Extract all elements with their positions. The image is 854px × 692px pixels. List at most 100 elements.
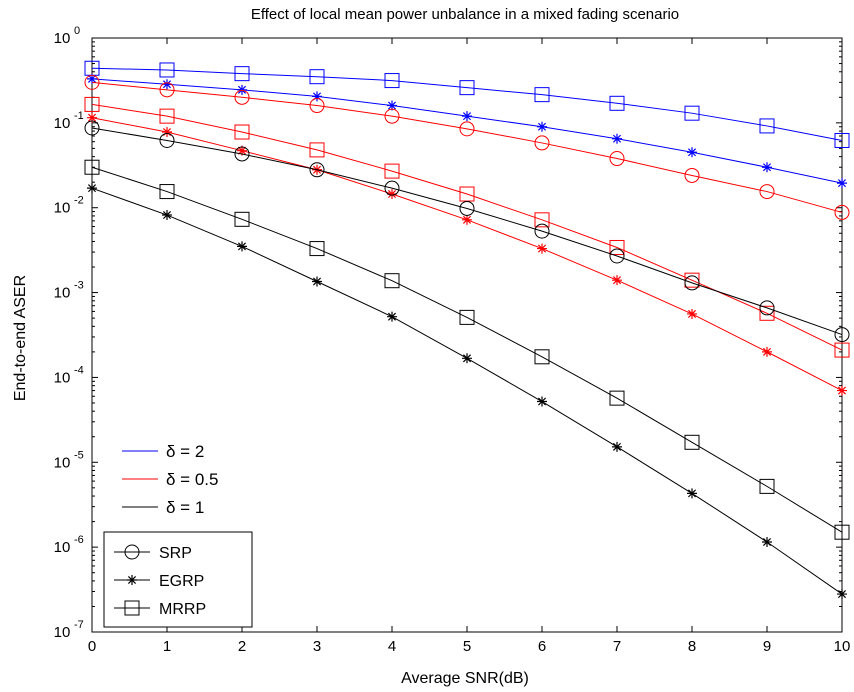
- series-star: [87, 183, 847, 600]
- x-tick-label: 10: [834, 638, 851, 655]
- data-point-square: [759, 305, 775, 321]
- data-point-square: [159, 62, 175, 78]
- marker-legend: SRP EGRP MRRP: [103, 531, 253, 628]
- x-tick-label: 5: [463, 638, 471, 655]
- data-point-star: [612, 441, 622, 452]
- y-tick-label: 10: [54, 454, 71, 471]
- series-circle: [84, 74, 850, 220]
- data-point-circle: [84, 120, 100, 136]
- color-legend: δ = 2 δ = 0.5 δ = 1: [122, 442, 218, 517]
- data-point-star: [762, 536, 772, 547]
- data-point-square: [309, 69, 325, 85]
- x-tick-label: 8: [688, 638, 696, 655]
- legend-label: SRP: [159, 545, 192, 562]
- data-point-circle: [759, 184, 775, 200]
- data-point-star: [312, 276, 322, 287]
- y-tick-label: 10: [54, 200, 71, 217]
- data-point-star: [387, 311, 397, 322]
- data-point-square: [124, 600, 140, 616]
- data-point-square: [84, 159, 100, 175]
- data-point-square: [384, 163, 400, 179]
- data-point-circle: [459, 200, 475, 216]
- y-tick-label: 10: [54, 539, 71, 556]
- data-point-circle: [234, 146, 250, 162]
- data-point-star: [837, 178, 847, 189]
- data-point-star: [237, 241, 247, 252]
- series-line: [91, 67, 843, 141]
- chart-title: Effect of local mean power unbalance in …: [251, 6, 679, 23]
- data-point-star: [612, 275, 622, 286]
- data-point-star: [762, 162, 772, 173]
- data-point-square: [534, 87, 550, 103]
- data-point-circle: [609, 248, 625, 264]
- y-tick-label: 10: [54, 369, 71, 386]
- data-point-star: [537, 121, 547, 132]
- data-point-circle: [309, 98, 325, 114]
- x-ticks: 0 1 2 3 4 5 6 7 8 9 10: [88, 38, 851, 655]
- y-tick-exponent: -6: [74, 534, 84, 546]
- x-tick-label: 3: [313, 638, 321, 655]
- y-tick-label: 10: [54, 285, 71, 302]
- data-point-star: [687, 488, 697, 499]
- data-point-star: [687, 147, 697, 158]
- data-point-star: [312, 91, 322, 102]
- y-tick-exponent: -5: [74, 449, 84, 461]
- series-square: [84, 159, 850, 540]
- series-circle: [84, 120, 850, 343]
- data-point-square: [309, 241, 325, 257]
- x-tick-label: 0: [88, 638, 96, 655]
- y-tick-label: 10: [54, 115, 71, 132]
- y-tick-exponent: -2: [74, 195, 84, 207]
- series-line: [91, 127, 843, 336]
- y-tick-exponent: -7: [74, 619, 84, 631]
- data-point-star: [537, 243, 547, 254]
- data-point-square: [159, 108, 175, 124]
- data-point-star: [612, 133, 622, 144]
- data-point-star: [462, 111, 472, 122]
- data-point-circle: [459, 121, 475, 137]
- data-point-star: [87, 112, 97, 123]
- x-tick-label: 4: [388, 638, 396, 655]
- data-point-circle: [684, 167, 700, 183]
- data-point-star: [537, 396, 547, 407]
- data-point-star: [387, 189, 397, 200]
- x-tick-label: 7: [613, 638, 621, 655]
- data-point-circle: [759, 300, 775, 316]
- data-point-star: [162, 127, 172, 138]
- x-tick-label: 1: [163, 638, 171, 655]
- data-point-square: [384, 73, 400, 89]
- data-point-star: [387, 100, 397, 111]
- data-point-square: [84, 96, 100, 112]
- legend-label: δ = 2: [166, 442, 204, 461]
- y-tick-exponent: -3: [74, 280, 84, 292]
- data-point-circle: [834, 204, 850, 220]
- data-point-square: [609, 239, 625, 255]
- data-point-square: [459, 309, 475, 325]
- data-point-square: [684, 434, 700, 450]
- data-point-square: [609, 390, 625, 406]
- x-tick-label: 2: [238, 638, 246, 655]
- series-line: [91, 166, 843, 533]
- data-point-circle: [384, 108, 400, 124]
- data-point-star: [162, 210, 172, 221]
- data-point-circle: [384, 180, 400, 196]
- data-point-circle: [534, 223, 550, 239]
- data-point-star: [762, 346, 772, 357]
- y-tick-exponent: -4: [74, 364, 84, 376]
- data-point-square: [459, 80, 475, 96]
- data-point-star: [162, 79, 172, 90]
- data-point-square: [384, 273, 400, 289]
- data-point-square: [834, 524, 850, 540]
- data-point-circle: [159, 132, 175, 148]
- data-point-star: [87, 183, 97, 194]
- y-axis-label: End-to-end ASER: [12, 275, 29, 401]
- legend-label: MRRP: [159, 601, 206, 618]
- legend-label: δ = 1: [166, 498, 204, 517]
- data-point-square: [609, 95, 625, 111]
- data-point-circle: [124, 544, 140, 560]
- data-point-square: [684, 105, 700, 121]
- data-point-star: [127, 575, 137, 585]
- data-point-circle: [234, 89, 250, 105]
- data-point-square: [759, 118, 775, 134]
